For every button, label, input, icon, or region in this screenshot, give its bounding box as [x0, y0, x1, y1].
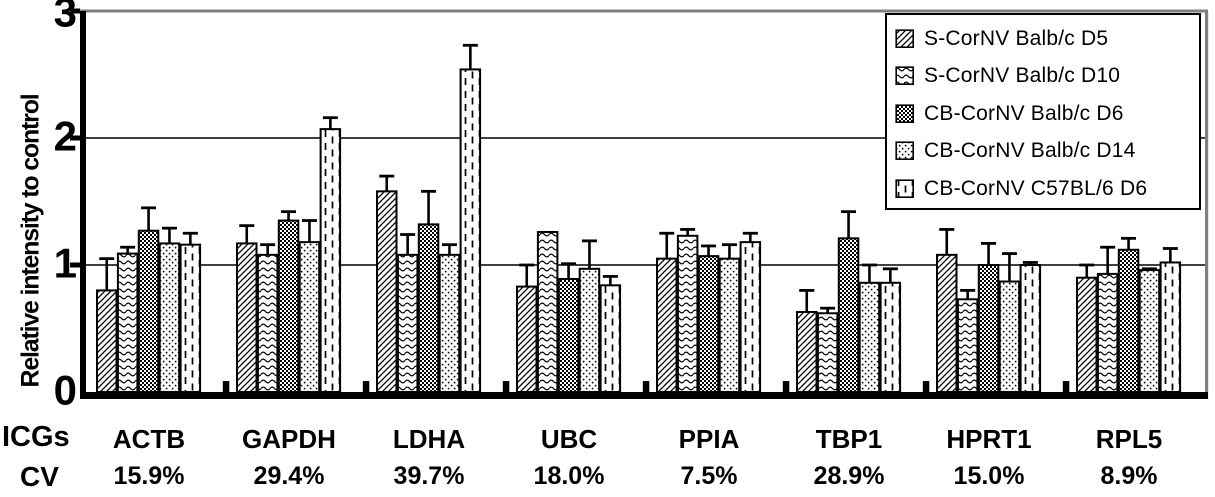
gene-label-ppia: PPIA	[678, 424, 740, 454]
y-tick-label-3: 3	[53, 0, 77, 36]
legend-item: S-CorNV Balb/c D10	[895, 58, 1199, 96]
gene-label-actb: ACTB	[112, 424, 186, 454]
legend-item: S-CorNV Balb/c D5	[895, 20, 1199, 58]
y-tick-label-0: 0	[53, 366, 77, 414]
gene-label-ubc: UBC	[540, 424, 598, 454]
cv-value-rpl5: 8.9%	[1100, 462, 1158, 490]
cv-value-actb: 15.9%	[113, 462, 185, 490]
cv-value-ppia: 7.5%	[680, 462, 738, 490]
legend-swatch-horizontal-waves-icon	[895, 66, 915, 86]
gene-label-gapdh: GAPDH	[242, 424, 336, 454]
gene-label-rpl5: RPL5	[1095, 424, 1163, 454]
legend-label: CB-CorNV Balb/c D6	[924, 101, 1124, 125]
legend: S-CorNV Balb/c D5 S-CorNV Balb/c D10 CB-…	[885, 13, 1201, 210]
cv-row-label: CV	[20, 461, 59, 492]
icgs-row-label: ICGs	[2, 421, 70, 453]
legend-swatch-diagonal-stripes-icon	[895, 29, 915, 48]
y-tick-label-1: 1	[53, 239, 77, 287]
legend-item: CB-CorNV Balb/c D14	[895, 133, 1199, 171]
legend-item: CB-CorNV C57BL/6 D6	[895, 170, 1199, 208]
cv-value-ubc: 18.0%	[533, 462, 605, 490]
gene-label-hprt1: HPRT1	[946, 424, 1032, 454]
legend-label: S-CorNV Balb/c D5	[924, 26, 1109, 50]
gene-label-ldha: LDHA	[392, 424, 466, 454]
cv-value-tbp1: 28.9%	[813, 462, 885, 490]
legend-label: S-CorNV Balb/c D10	[924, 64, 1121, 88]
legend-swatch-fine-dots-icon	[895, 141, 915, 161]
cv-value-gapdh: 29.4%	[253, 462, 325, 490]
legend-swatch-dense-checker-icon	[895, 104, 915, 123]
cv-value-ldha: 39.7%	[393, 462, 465, 490]
cv-value-hprt1: 15.0%	[953, 462, 1025, 490]
gene-label-tbp1: TBP1	[815, 424, 883, 454]
y-tick-label-2: 2	[53, 112, 77, 160]
legend-swatch-vertical-dashes-icon	[895, 179, 915, 198]
legend-label: CB-CorNV C57BL/6 D6	[924, 176, 1148, 200]
legend-label: CB-CorNV Balb/c D14	[924, 139, 1136, 163]
legend-item: CB-CorNV Balb/c D6	[895, 95, 1199, 133]
